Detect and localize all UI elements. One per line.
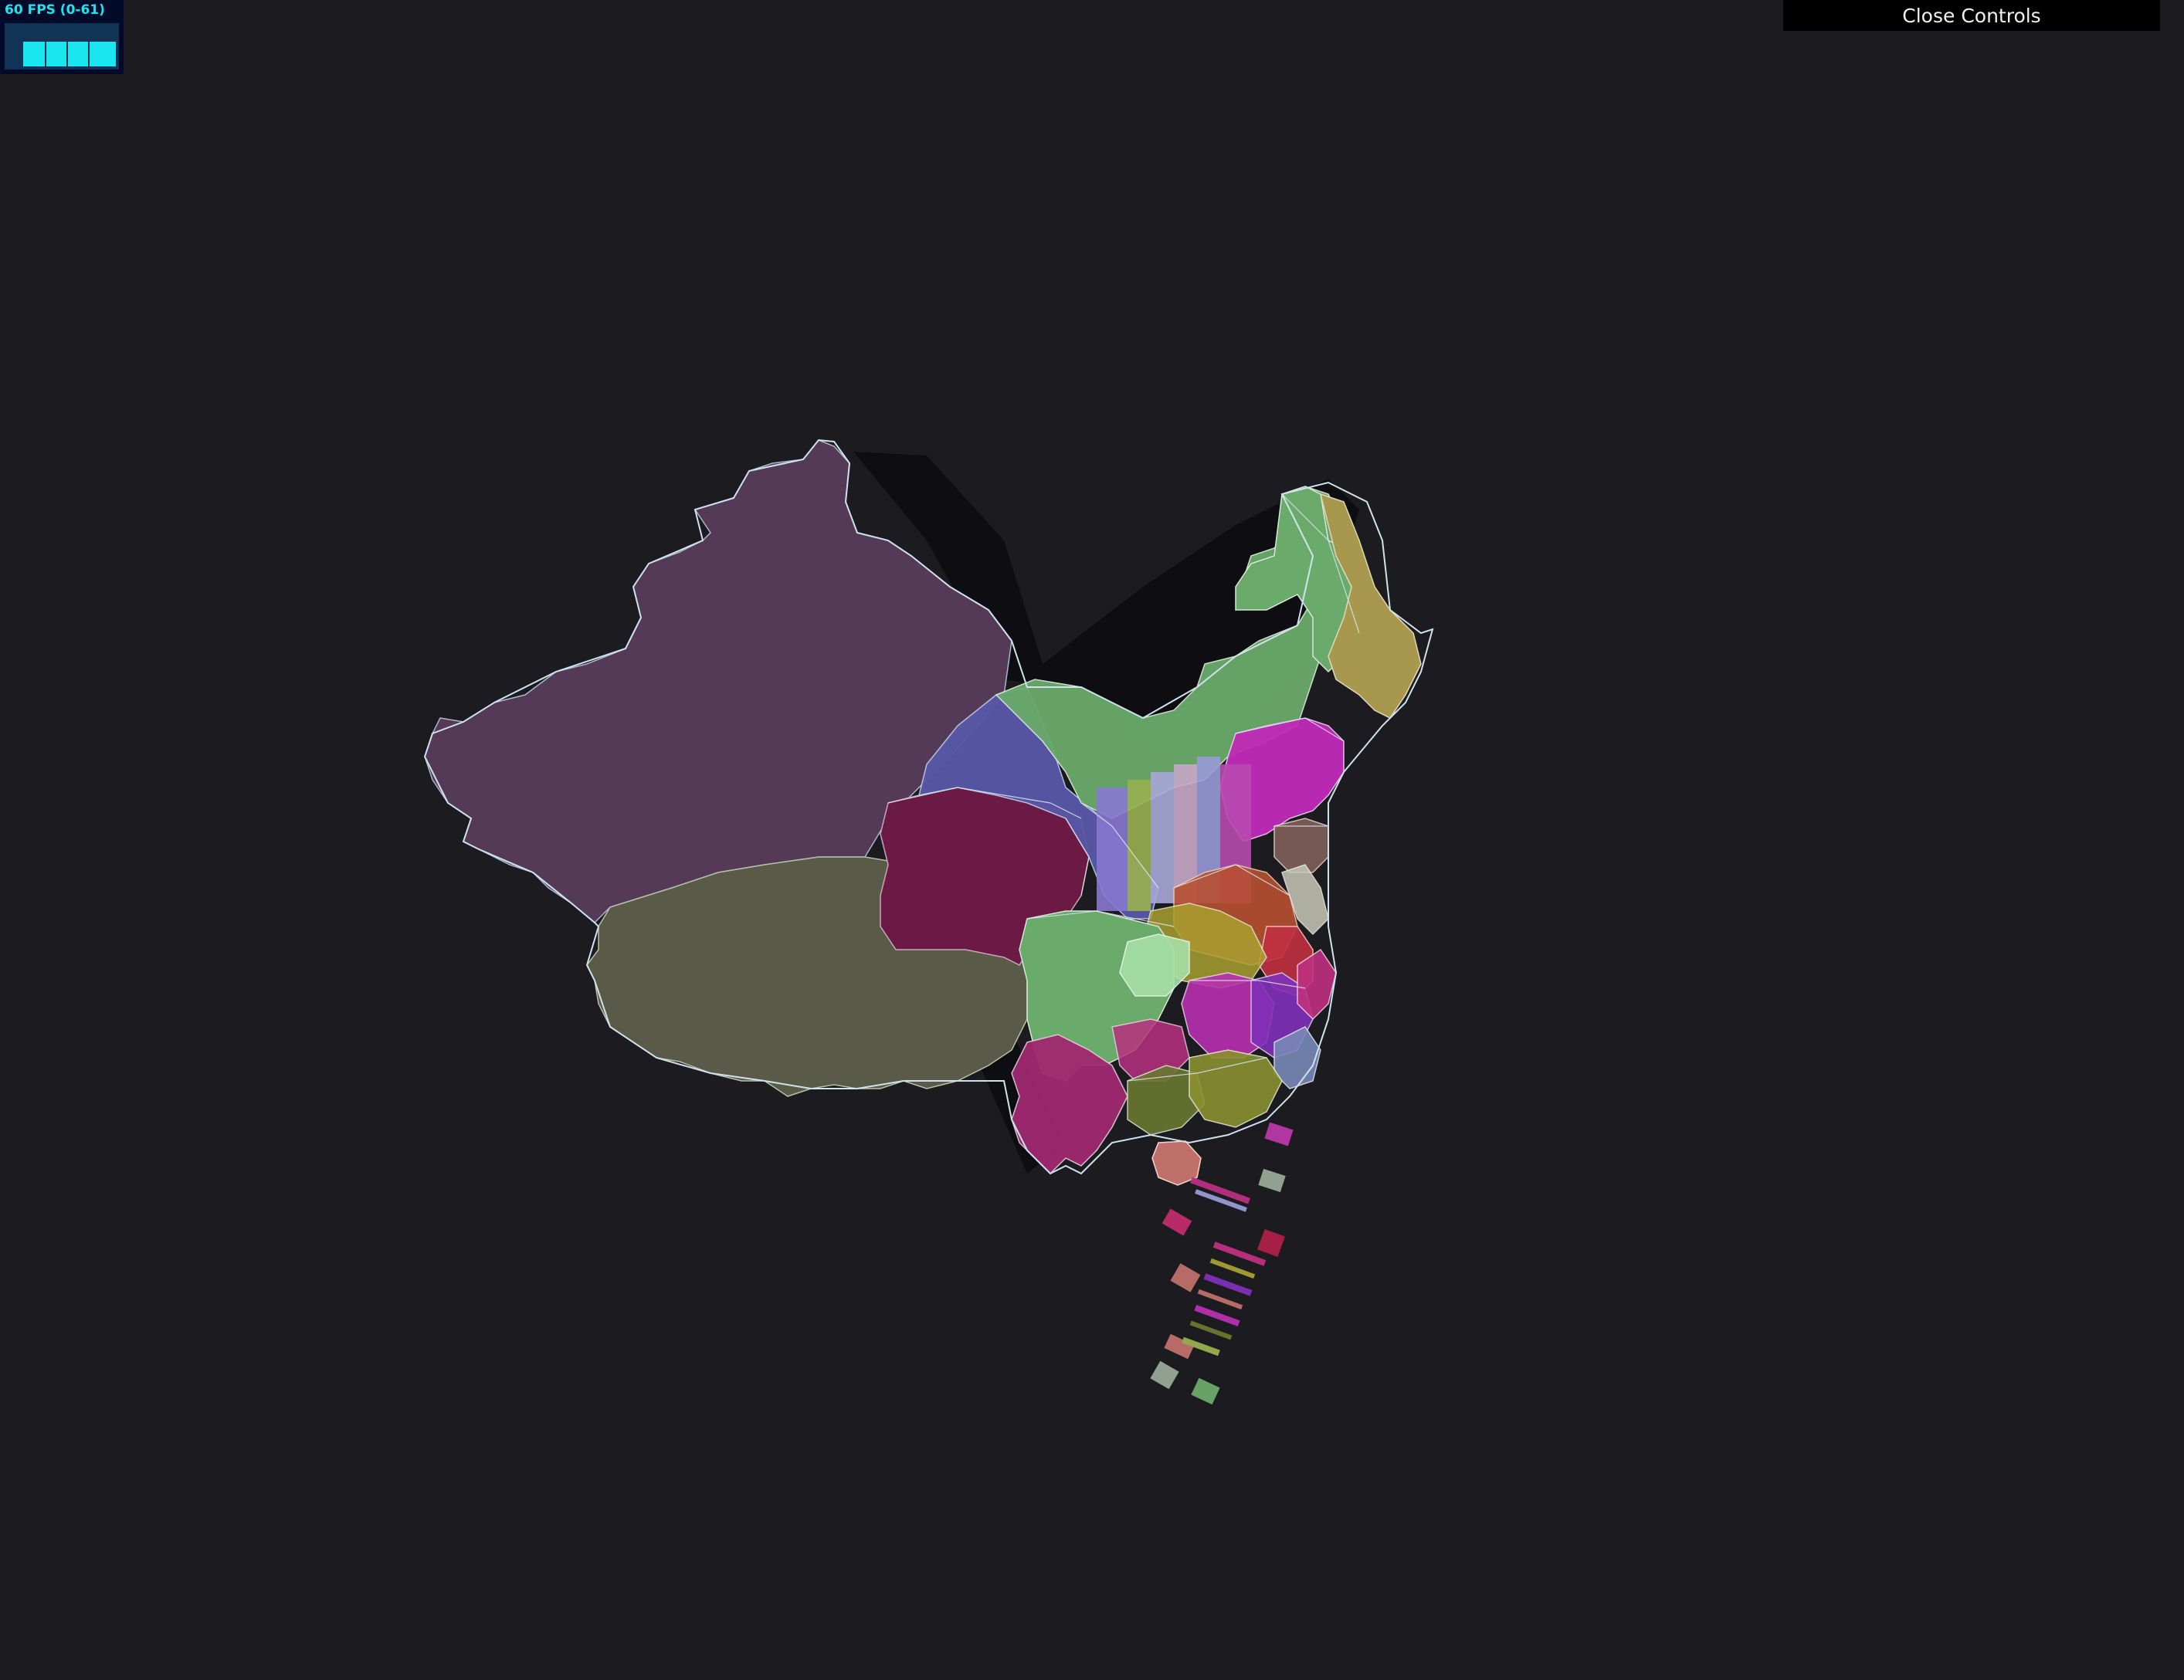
region-jiangsu[interactable] <box>1281 864 1329 936</box>
country-outline <box>423 439 1434 1175</box>
fps-label: 60 FPS (0-61) <box>5 2 105 18</box>
region-shandong[interactable] <box>1273 818 1329 873</box>
region-heilongjiang[interactable] <box>1235 486 1368 673</box>
fps-stats-panel[interactable]: 60 FPS (0-61) <box>0 0 124 74</box>
fps-graph-bar <box>23 42 116 66</box>
region-zhejiang[interactable] <box>1297 948 1337 1021</box>
region-guangdong[interactable] <box>1189 1049 1283 1128</box>
region-yunnan[interactable] <box>1011 1034 1128 1175</box>
region-guangxi[interactable] <box>1127 1065 1206 1136</box>
islands <box>1150 1122 1294 1405</box>
fps-graph <box>5 23 119 69</box>
region-hainan[interactable] <box>1151 1140 1202 1186</box>
fps-graph-tick <box>45 42 46 66</box>
fps-graph-tick <box>66 42 68 66</box>
fps-graph-tick <box>88 42 90 66</box>
province-outlines <box>887 493 1360 1082</box>
region-chongqing[interactable] <box>1119 933 1190 997</box>
close-controls-button[interactable]: Close Controls <box>1783 0 2160 31</box>
